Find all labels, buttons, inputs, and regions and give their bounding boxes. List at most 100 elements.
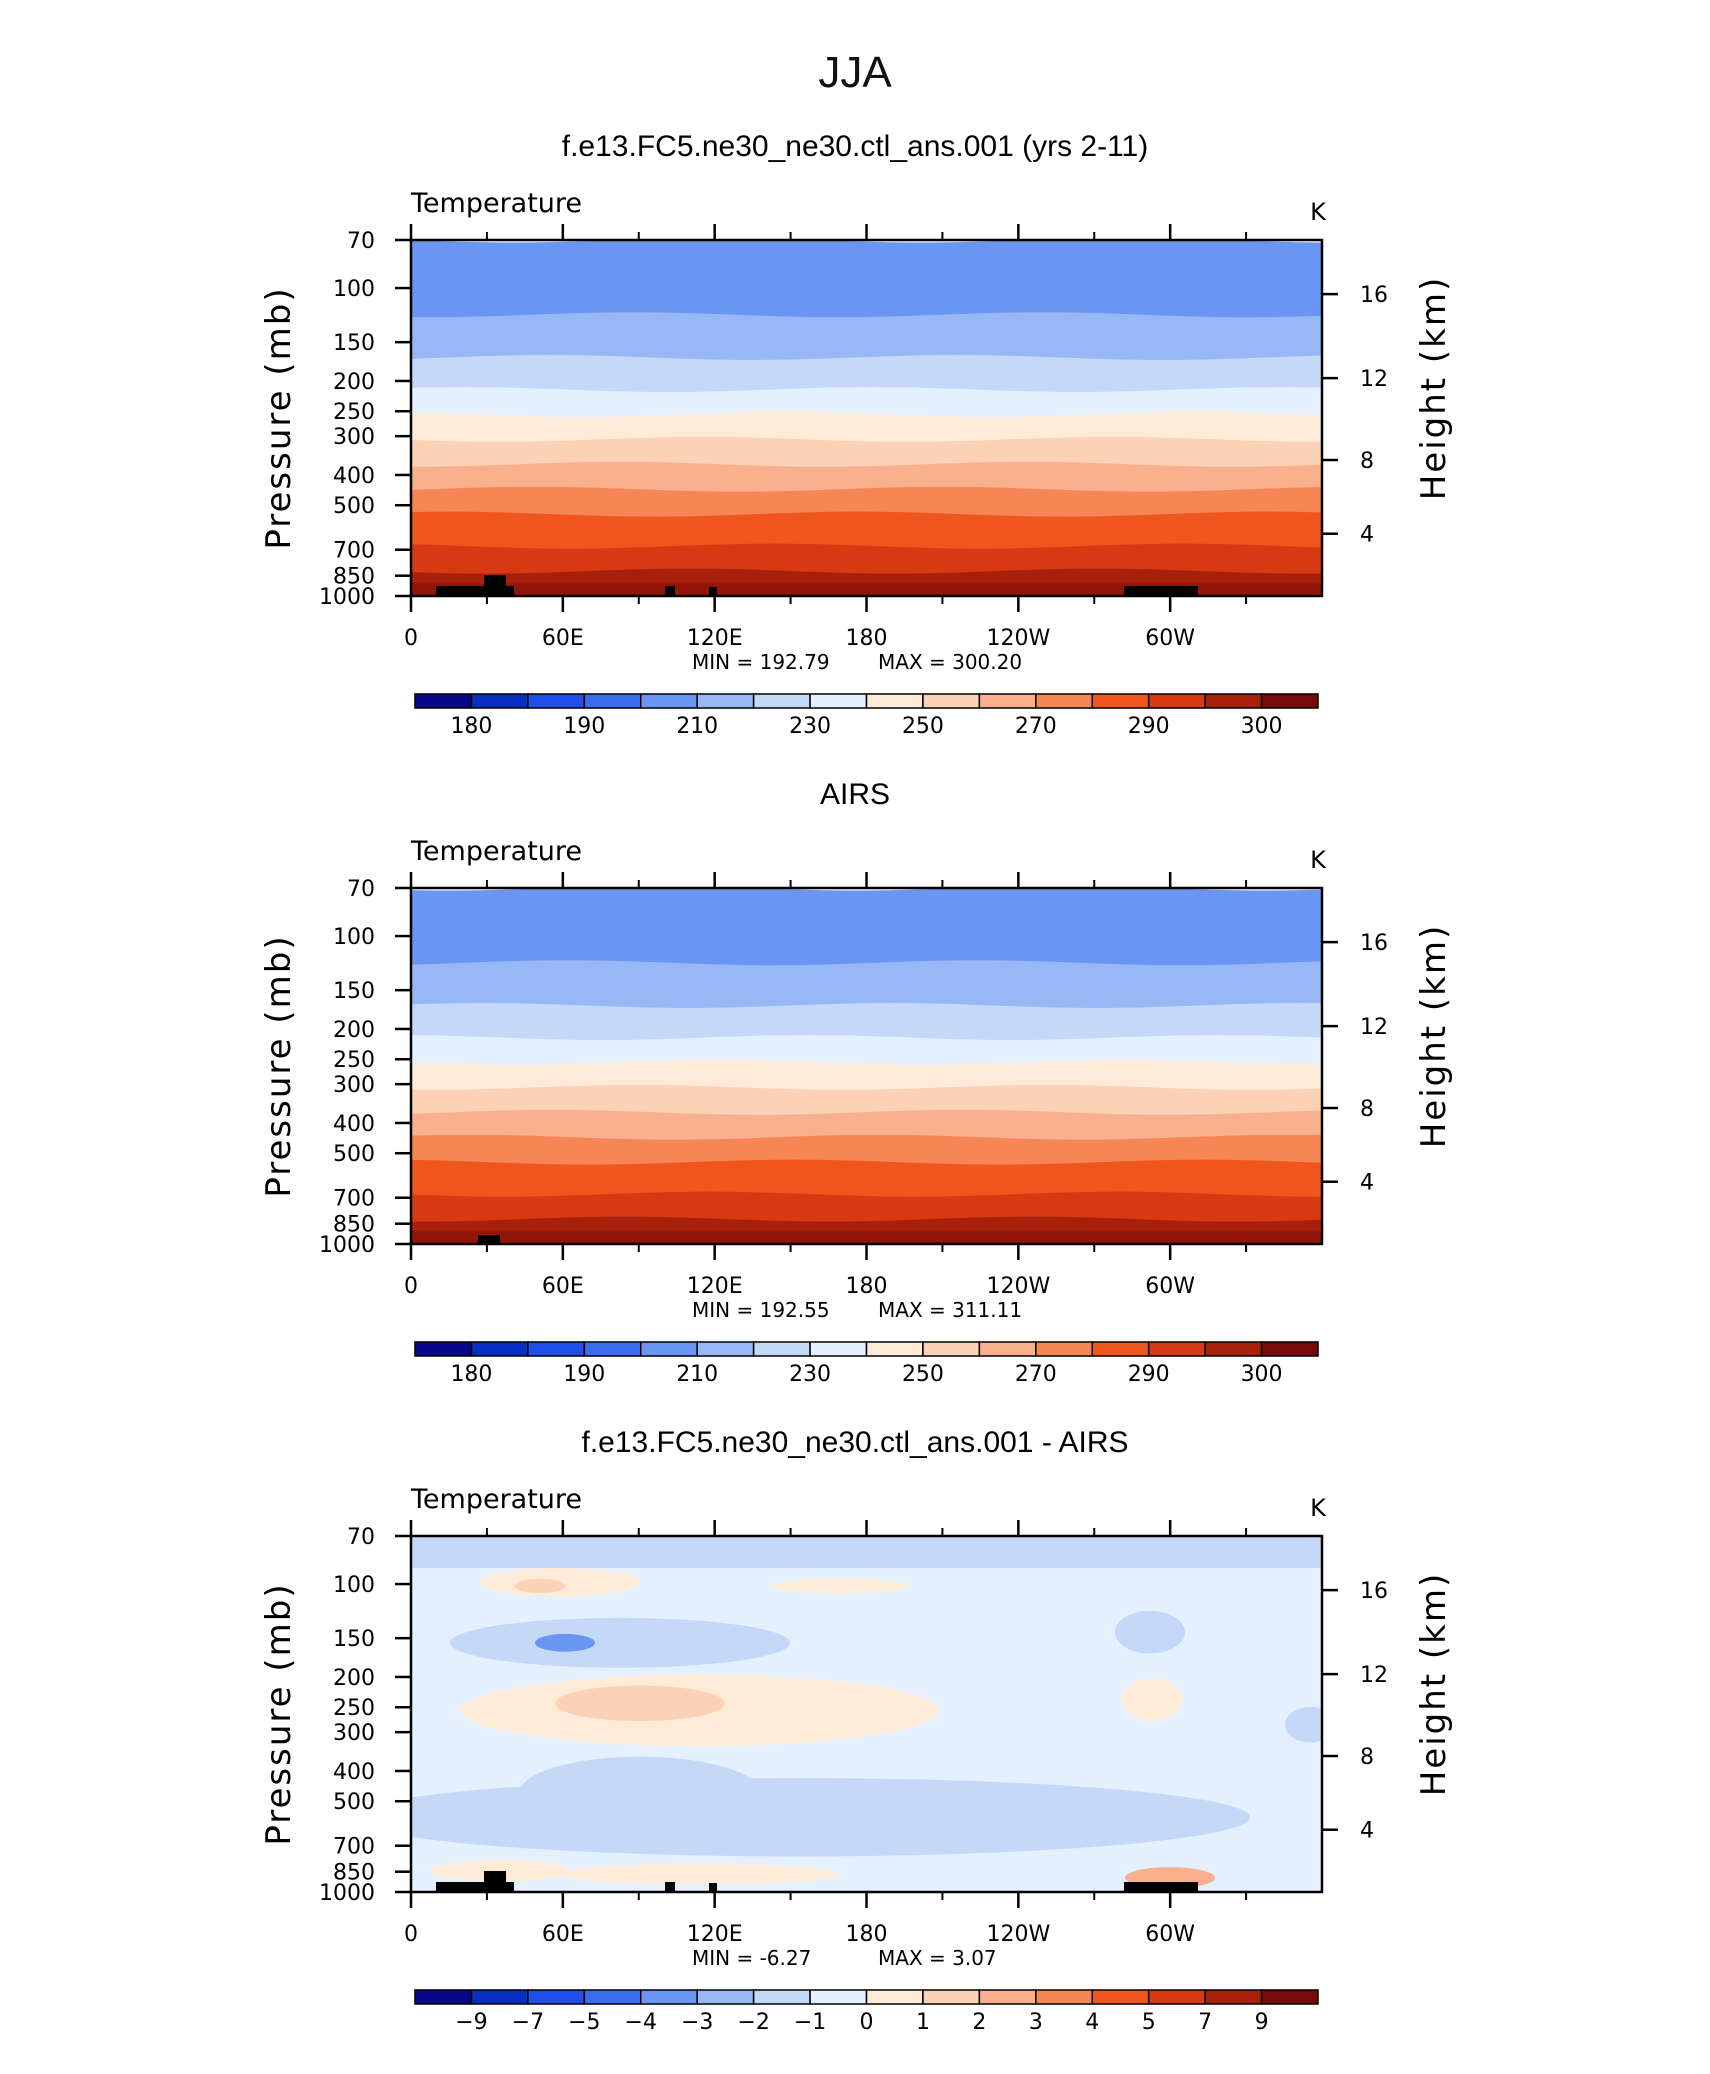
- colorbar-box: [978, 1341, 1037, 1357]
- colorbar-box: [865, 1341, 924, 1357]
- colorbar-box: [583, 1989, 642, 2005]
- y-tick-label: 150: [333, 979, 375, 1004]
- y-tick-label: 1000: [319, 1233, 375, 1258]
- y2-tick-label: 16: [1360, 931, 1388, 956]
- y-tick-label: 850: [333, 1213, 375, 1238]
- colorbar-label: −4: [625, 2010, 657, 2035]
- y-tick-label: 100: [333, 1573, 375, 1598]
- max-text: MAX = 3.07: [878, 1946, 997, 1970]
- colorbar-box: [1035, 693, 1093, 709]
- colorbar-label: 210: [676, 714, 718, 739]
- colorbar-box: [865, 693, 924, 709]
- colorbar-box: [640, 1989, 698, 2005]
- colorbar-box: [1091, 1989, 1150, 2005]
- topography: [484, 575, 506, 596]
- colorbar-box: [470, 1341, 529, 1357]
- y-tick-label: 150: [333, 331, 375, 356]
- field: [411, 888, 1322, 1244]
- max-text: MAX = 311.11: [878, 1298, 1022, 1322]
- x-tick-label: 180: [846, 626, 888, 651]
- colorbar-label: 250: [902, 1362, 944, 1387]
- y-tick-label: 250: [333, 1696, 375, 1721]
- colorbar-label: −9: [455, 2010, 487, 2035]
- colorbar-label: −5: [568, 2010, 600, 2035]
- x-tick-label: 120W: [986, 1922, 1050, 1947]
- panel-2-title: AIRS: [819, 778, 891, 811]
- colorbar-box: [922, 693, 981, 709]
- x-tick-label: 60E: [542, 1922, 584, 1947]
- colorbar-box: [809, 1341, 868, 1357]
- colorbar-box: [1260, 1989, 1319, 2005]
- y2-tick-label: 16: [1360, 1579, 1388, 1604]
- colorbar-label: −2: [737, 2010, 769, 2035]
- colorbar-box: [809, 693, 868, 709]
- y2-tick-label: 8: [1360, 1097, 1374, 1122]
- units-label: K: [1310, 198, 1327, 226]
- x-tick-label: 180: [846, 1922, 888, 1947]
- colorbar-box: [922, 1341, 981, 1357]
- y-tick-label: 200: [333, 1018, 375, 1043]
- contour-band: [770, 1578, 910, 1593]
- colorbar-label: 290: [1128, 714, 1170, 739]
- min-text: MIN = 192.79: [692, 650, 830, 674]
- colorbar-label: 210: [676, 1362, 718, 1387]
- y2-tick-label: 4: [1360, 1171, 1374, 1196]
- x-tick-label: 120E: [687, 1274, 743, 1299]
- figure-title: JJA: [818, 48, 892, 97]
- colorbar-label: 9: [1255, 2010, 1269, 2035]
- colorbar-label: 3: [1029, 2010, 1043, 2035]
- field: [411, 1536, 1322, 1892]
- colorbar-box: [414, 1341, 473, 1357]
- x-tick-label: 60W: [1145, 1274, 1195, 1299]
- y-axis-title: Pressure (mb): [259, 1582, 299, 1845]
- topography: [1124, 1882, 1198, 1892]
- x-tick-label: 60E: [542, 1274, 584, 1299]
- colorbar-box: [1260, 693, 1319, 709]
- colorbar-label: 180: [450, 714, 492, 739]
- y2-tick-label: 8: [1360, 449, 1374, 474]
- y2-tick-label: 4: [1360, 1819, 1374, 1844]
- colorbar-label: 230: [789, 1362, 831, 1387]
- y-tick-label: 700: [333, 539, 375, 564]
- y-tick-label: 70: [347, 1525, 375, 1550]
- colorbar-box: [696, 693, 755, 709]
- max-text: MAX = 300.20: [878, 650, 1022, 674]
- field-label: Temperature: [410, 188, 582, 219]
- colorbar-box: [978, 1989, 1037, 2005]
- topography: [665, 1882, 675, 1892]
- x-tick-label: 0: [404, 1274, 418, 1299]
- y-tick-label: 400: [333, 1760, 375, 1785]
- units-label: K: [1310, 1494, 1327, 1522]
- colorbar-label: 250: [902, 714, 944, 739]
- y-tick-label: 200: [333, 1666, 375, 1691]
- y2-tick-label: 12: [1360, 1015, 1388, 1040]
- colorbar-label: 300: [1241, 714, 1283, 739]
- y2-tick-label: 16: [1360, 283, 1388, 308]
- min-text: MIN = -6.27: [692, 1946, 811, 1970]
- colorbar-box: [583, 1341, 642, 1357]
- panel-3-title: f.e13.FC5.ne30_ne30.ctl_ans.001 - AIRS: [581, 1426, 1129, 1459]
- colorbar-label: 190: [563, 714, 605, 739]
- x-tick-label: 0: [404, 1922, 418, 1947]
- colorbar-box: [922, 1989, 981, 2005]
- contour-band: [430, 1859, 570, 1882]
- colorbar-label: 5: [1142, 2010, 1156, 2035]
- y2-axis-title: Height (km): [1414, 1572, 1454, 1797]
- colorbar-box: [1260, 1341, 1319, 1357]
- colorbar-label: 2: [972, 2010, 986, 2035]
- colorbar-label: 0: [860, 2010, 874, 2035]
- colorbar-label: 7: [1198, 2010, 1212, 2035]
- x-tick-label: 60W: [1145, 1922, 1195, 1947]
- x-tick-label: 180: [846, 1274, 888, 1299]
- contour-band: [411, 1536, 1322, 1569]
- colorbar-label: 4: [1085, 2010, 1099, 2035]
- colorbar-box: [527, 1989, 586, 2005]
- colorbar-box: [1147, 1989, 1206, 2005]
- topography: [436, 1882, 514, 1892]
- contour-band: [411, 583, 1322, 596]
- colorbar-box: [1035, 1989, 1093, 2005]
- colorbar-box: [809, 1989, 868, 2005]
- y2-tick-label: 12: [1360, 1663, 1388, 1688]
- y-tick-label: 500: [333, 1142, 375, 1167]
- colorbar-label: −7: [512, 2010, 544, 2035]
